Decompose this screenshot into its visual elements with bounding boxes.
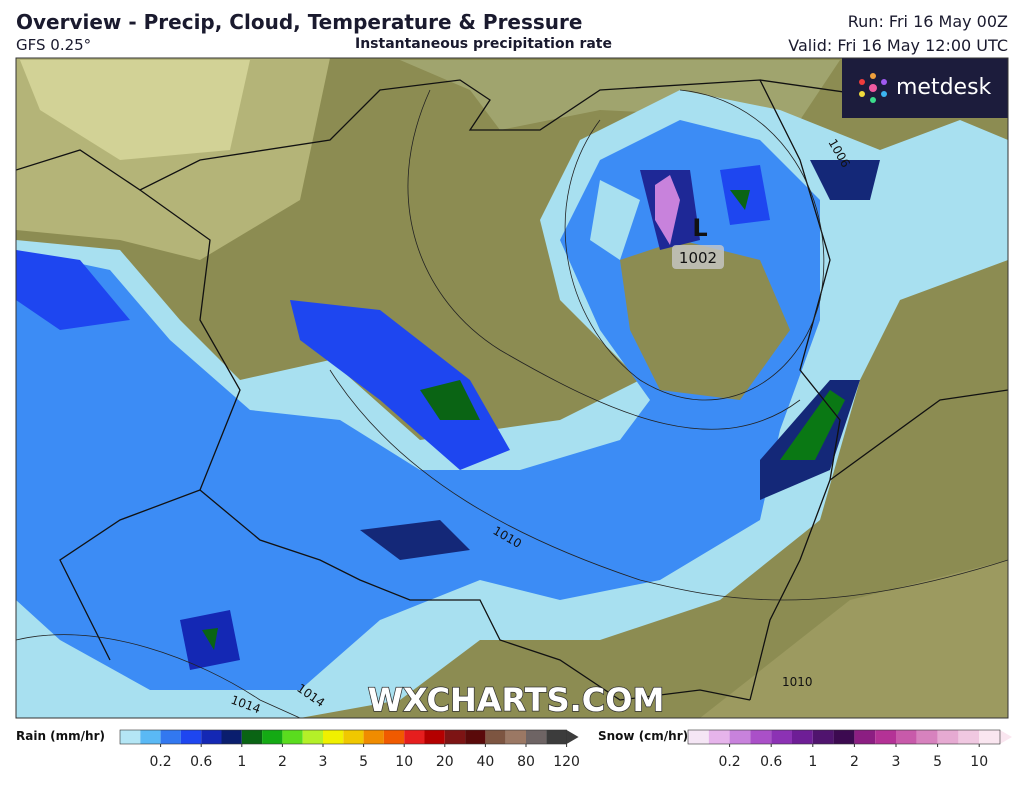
snow-swatch	[916, 730, 938, 744]
rain-swatch	[404, 730, 425, 744]
rain-tick-label: 1	[237, 754, 246, 770]
snow-arrow	[1000, 730, 1012, 744]
snow-tick-label: 5	[933, 754, 942, 770]
pressure-box	[672, 245, 724, 269]
precip-heavy	[16, 250, 130, 330]
rain-frame	[119, 729, 567, 745]
map-area: 1002 L 1006 1010 1010 1014 1014 WXCHARTS…	[16, 58, 1008, 719]
rain-legend-title: Rain (mm/hr)	[16, 729, 105, 743]
legends: 0.2 0.6 1 2 3 5 10 20 40 80 120 0.2 0.6 1 2 3 5 10	[119, 729, 1012, 770]
title: Overview - Precip, Cloud, Temperature & …	[16, 10, 583, 34]
precip-green	[780, 390, 845, 460]
rain-tick-label: 0.2	[149, 754, 171, 770]
rain-swatch	[343, 730, 364, 744]
subtitle: Instantaneous precipitation rate	[355, 36, 612, 52]
logo-icon	[859, 73, 887, 103]
rain-swatch	[444, 730, 466, 744]
rain-swatch	[323, 730, 344, 744]
rain-swatch	[262, 730, 283, 744]
snow-swatch	[937, 730, 959, 744]
snow-swatch	[750, 730, 772, 744]
low-marker: L	[692, 214, 707, 242]
snow-frame	[687, 729, 1001, 745]
precip-green	[420, 380, 480, 420]
precip-moderate	[16, 120, 820, 690]
precip-heavy	[290, 300, 510, 470]
isobars	[16, 89, 1008, 718]
precip-light	[590, 180, 640, 260]
snow-swatch	[979, 730, 1000, 744]
valid: Valid: Fri 16 May 12:00 UTC	[788, 36, 1008, 55]
rain-swatch	[140, 730, 161, 744]
rain-swatch	[221, 730, 242, 744]
rain-tick-label: 10	[395, 754, 413, 770]
snow-swatch	[896, 730, 917, 744]
rain-swatch	[302, 730, 323, 744]
rain-swatch	[201, 730, 222, 744]
run: Run: Fri 16 May 00Z	[847, 12, 1008, 31]
precip-intense	[360, 520, 470, 560]
snow-legend-title: Snow (cm/hr)	[598, 729, 688, 743]
rain-arrow	[566, 730, 579, 744]
low-pressure: 1002	[679, 249, 717, 267]
land-gap	[620, 240, 790, 400]
rain-swatch	[120, 730, 141, 744]
snow-tick-label: 10	[970, 754, 988, 770]
snow-swatch	[812, 730, 834, 744]
rain-swatch	[424, 730, 445, 744]
rain-tick-label: 2	[278, 754, 287, 770]
snow-swatch	[708, 730, 730, 744]
snow-swatch	[958, 730, 980, 744]
logo: metdesk	[896, 75, 992, 100]
snow-tick-label: 0.6	[760, 754, 782, 770]
watermark: WXCHARTS.COM	[368, 681, 665, 719]
snow-swatch	[833, 730, 855, 744]
rain-swatch	[505, 730, 526, 744]
model: GFS 0.25°	[16, 36, 92, 54]
snow-swatch	[875, 730, 896, 744]
rain-swatch	[526, 730, 547, 744]
rain-swatch	[180, 730, 202, 744]
snow-tick-label: 2	[850, 754, 859, 770]
snow-swatch	[854, 730, 876, 744]
snow-swatch	[771, 730, 792, 744]
precip-green	[202, 628, 218, 650]
rain-tick-label: 80	[517, 754, 535, 770]
rain-tick-label: 0.6	[190, 754, 212, 770]
rain-tick-label: 3	[319, 754, 328, 770]
snow-swatch	[688, 730, 709, 744]
snow-swatch	[729, 730, 751, 744]
rain-tick-label: 40	[476, 754, 494, 770]
rain-swatch	[383, 730, 405, 744]
snow-area	[655, 175, 680, 245]
precip-green	[730, 190, 750, 210]
rain-swatch	[282, 730, 303, 744]
snow-tick-label: 1	[808, 754, 817, 770]
isobar-label: 1010	[782, 675, 813, 689]
snow-swatch	[792, 730, 813, 744]
rain-tick-label: 120	[553, 754, 580, 770]
rain-swatch	[485, 730, 506, 744]
rain-swatch	[241, 730, 263, 744]
land-light	[700, 560, 1008, 718]
map-frame	[15, 57, 1009, 719]
rain-tick-label: 20	[436, 754, 454, 770]
rain-tick-label: 5	[359, 754, 368, 770]
rain-swatch	[546, 730, 567, 744]
land-light	[20, 60, 250, 160]
snow-tick-label: 3	[892, 754, 901, 770]
precip-intense	[810, 160, 880, 200]
snow-tick-label: 0.2	[718, 754, 740, 770]
rain-swatch	[363, 730, 384, 744]
rain-swatch	[465, 730, 486, 744]
rain-swatch	[160, 730, 181, 744]
